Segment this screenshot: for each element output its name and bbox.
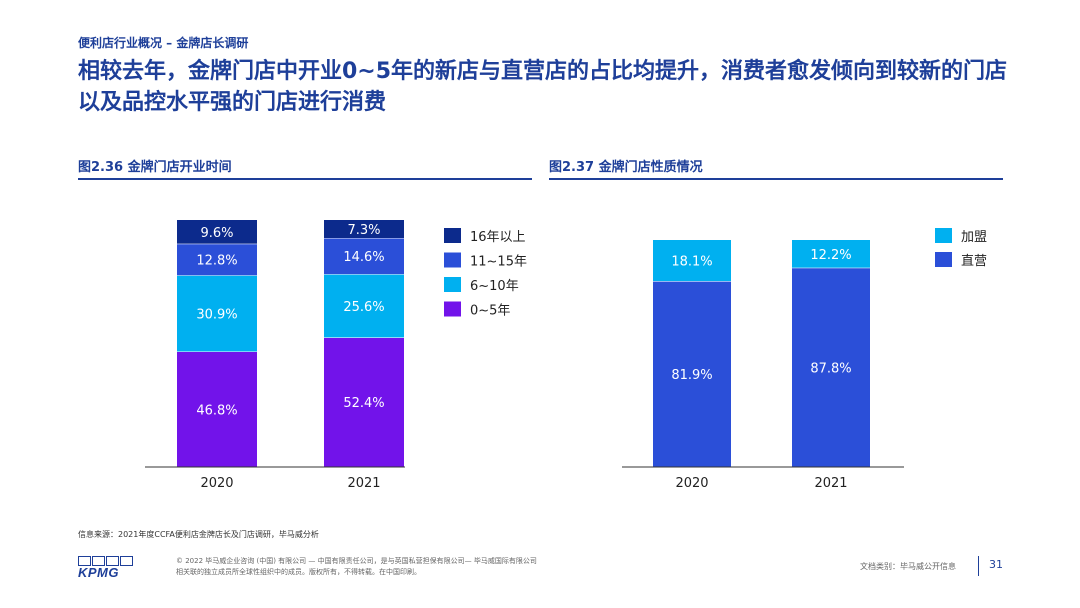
legend-label-opening-time-3: 0~5年: [470, 304, 510, 319]
figure-title-store-type: 图2.37 金牌门店性质情况: [549, 160, 703, 175]
bar-opening-time-2021-0: [324, 337, 404, 467]
data-label-opening-time-2020-3: 9.6%: [200, 226, 233, 241]
bar-store-type-2021-0: [792, 267, 870, 467]
footer-divider: [978, 556, 979, 576]
bar-opening-time-2021-2: [324, 238, 404, 275]
kpmg-logo-text: KPMG: [78, 565, 119, 580]
kpmg-logo: KPMG: [78, 556, 136, 580]
data-label-opening-time-2020-0: 46.8%: [196, 403, 237, 418]
bar-opening-time-2021-1: [324, 274, 404, 338]
page-number: 31: [989, 558, 1003, 571]
bar-opening-time-2020-1: [177, 275, 257, 352]
breadcrumb: 便利店行业概况 – 金牌店长调研: [78, 36, 249, 50]
data-label-opening-time-2021-0: 52.4%: [343, 396, 384, 411]
data-label-opening-time-2020-1: 30.9%: [196, 307, 237, 322]
legend-label-store-type-0: 加盟: [961, 230, 987, 245]
copyright-note: © 2022 毕马威企业咨询 (中国) 有限公司 — 中国有限责任公司，是与英国…: [176, 556, 656, 578]
figure-rule-store-type: [549, 178, 1003, 180]
data-label-store-type-2020-1: 18.1%: [671, 255, 712, 270]
data-label-opening-time-2021-3: 7.3%: [347, 223, 380, 238]
bar-store-type-2020-1: [653, 240, 731, 282]
data-label-opening-time-2021-2: 14.6%: [343, 250, 384, 265]
bar-store-type-2021-1: [792, 240, 870, 268]
x-tick-label-store-type-2021: 2021: [814, 476, 847, 491]
legend-swatch-store-type-1: [935, 252, 952, 267]
source-note: 信息来源：2021年度CCFA便利店金牌店长及门店调研，毕马威分析: [78, 530, 319, 539]
document-type: 文档类别：毕马威公开信息: [860, 562, 956, 571]
bar-opening-time-2021-3: [324, 220, 404, 239]
legend-swatch-opening-time-3: [444, 301, 461, 317]
copyright-line-2: 相关联的独立成员所全球性组织中的成员。版权所有，不得转载。在中国印刷。: [176, 568, 421, 576]
legend-label-store-type-1: 直营: [961, 254, 987, 269]
x-tick-label-store-type-2020: 2020: [675, 476, 708, 491]
legend-label-opening-time-1: 11~15年: [470, 255, 527, 270]
bar-store-type-2020-0: [653, 281, 731, 467]
legend-swatch-store-type-0: [935, 228, 952, 243]
data-label-store-type-2021-1: 12.2%: [810, 248, 851, 263]
copyright-line-1: © 2022 毕马威企业咨询 (中国) 有限公司 — 中国有限责任公司，是与英国…: [176, 557, 537, 565]
x-tick-label-opening-time-2021: 2021: [347, 476, 380, 491]
bar-opening-time-2020-3: [177, 220, 257, 244]
page-title: 相较去年，金牌门店中开业0~5年的新店与直营店的占比均提升，消费者愈发倾向到较新…: [78, 59, 1008, 115]
data-label-opening-time-2021-1: 25.6%: [343, 300, 384, 315]
legend-swatch-opening-time-0: [444, 228, 461, 243]
bar-opening-time-2020-0: [177, 351, 257, 467]
data-label-opening-time-2020-2: 12.8%: [196, 253, 237, 268]
figure-title-opening-time: 图2.36 金牌门店开业时间: [78, 160, 232, 175]
figure-rule-opening-time: [78, 178, 532, 180]
data-label-store-type-2021-0: 87.8%: [810, 361, 851, 376]
data-label-store-type-2020-0: 81.9%: [671, 368, 712, 383]
legend-label-opening-time-0: 16年以上: [470, 230, 526, 245]
x-tick-label-opening-time-2020: 2020: [200, 476, 233, 491]
legend-label-opening-time-2: 6~10年: [470, 279, 519, 294]
bar-opening-time-2020-2: [177, 243, 257, 276]
legend-swatch-opening-time-1: [444, 252, 461, 268]
legend-swatch-opening-time-2: [444, 277, 461, 292]
